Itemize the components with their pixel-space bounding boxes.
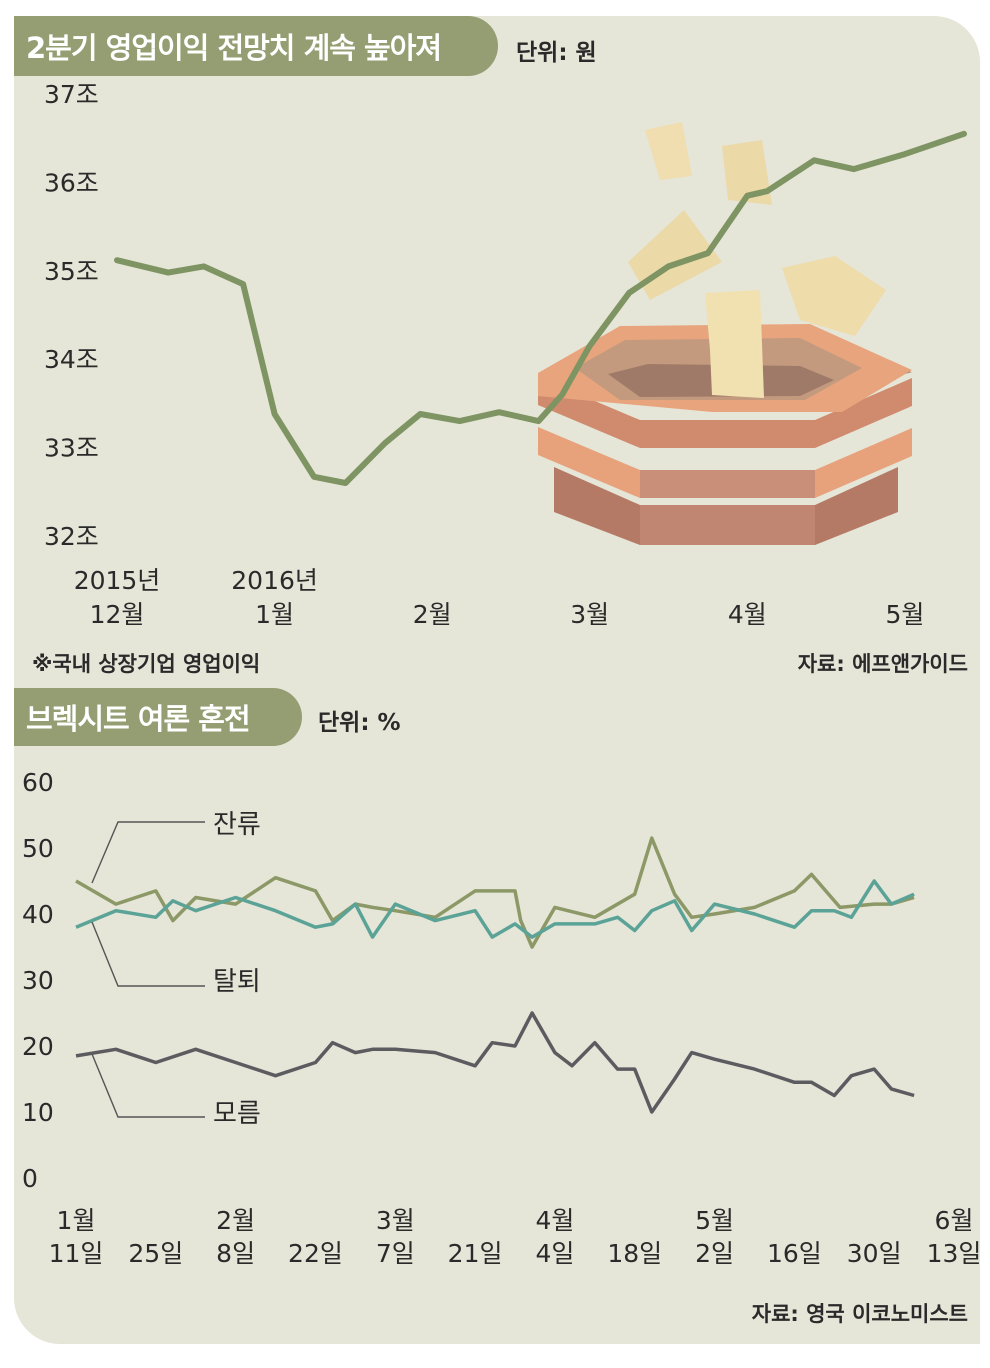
x-tick-label-month: 2월: [216, 1206, 255, 1235]
x-tick-label: 2월: [413, 600, 452, 629]
y-tick-label: 30: [22, 966, 54, 995]
x-tick-label-month: 4월: [535, 1206, 574, 1235]
y-tick-label: 0: [22, 1164, 38, 1193]
top-source: 자료: 에프앤가이드: [797, 652, 968, 676]
x-tick-label: 4일: [535, 1239, 574, 1268]
x-tick-label-year: 2015년: [74, 566, 161, 595]
series-label: 모름: [213, 1099, 261, 1129]
x-tick-label: 5월: [885, 600, 924, 629]
y-tick-label: 36조: [44, 168, 99, 197]
series-label: 탈퇴: [213, 967, 261, 997]
top-chart-title-text: 2분기 영업이익 전망치 계속 높아져: [26, 31, 442, 65]
series-leader-line: [91, 821, 205, 884]
x-tick-label: 30일: [847, 1239, 902, 1268]
y-tick-label: 60: [22, 768, 54, 797]
x-tick-label: 18일: [607, 1239, 662, 1268]
x-tick-label: 7일: [376, 1239, 415, 1268]
y-tick-label: 32조: [44, 522, 99, 551]
top-unit-label: 단위: 원: [516, 40, 597, 66]
x-tick-label: 1월: [255, 600, 294, 629]
x-tick-label: 3월: [570, 600, 609, 629]
y-tick-label: 37조: [44, 80, 99, 109]
x-tick-label-month: 3월: [376, 1206, 415, 1235]
bottom-chart-title: 브렉시트 여론 혼전: [14, 688, 302, 746]
bottom-chart-title-text: 브렉시트 여론 혼전: [26, 702, 251, 736]
remain-line: [75, 836, 915, 949]
y-tick-label: 34조: [44, 345, 99, 374]
x-tick-label-month: 6월: [935, 1206, 974, 1235]
x-tick-label: 13일: [927, 1239, 982, 1268]
x-tick-label: 21일: [448, 1239, 503, 1268]
y-tick-label: 20: [22, 1032, 54, 1061]
x-tick-label: 8일: [216, 1239, 255, 1268]
series-leader-line: [91, 921, 205, 987]
x-tick-label: 25일: [128, 1239, 183, 1268]
series-leader-line: [91, 1053, 205, 1118]
bottom-chart: 0 10 20 30 40 50 60 1월 11일 25일 2월 8일 22일 3월 7일 21일 4월 4일 1…: [22, 768, 981, 1268]
x-tick-label: 12월: [90, 600, 145, 629]
chart-panel: [14, 16, 980, 1344]
top-chart: 32조 33조 34조 35조 36조 37조 2015년 12월 2016년 1월 2월 3월 4월 5…: [44, 80, 967, 629]
x-tick-label-month: 5월: [695, 1206, 734, 1235]
leave-line: [75, 879, 915, 939]
y-tick-label: 40: [22, 900, 54, 929]
y-tick-label: 10: [22, 1098, 54, 1127]
x-tick-label-month: 1월: [57, 1206, 96, 1235]
x-tick-label: 16일: [767, 1239, 822, 1268]
x-tick-label: 4월: [728, 600, 767, 629]
x-tick-label: 2일: [695, 1239, 734, 1268]
y-tick-label: 33조: [44, 434, 99, 463]
bottom-unit-label: 단위: %: [318, 710, 401, 736]
y-tick-label: 50: [22, 834, 54, 863]
y-tick-label: 35조: [44, 257, 99, 286]
undecided-line: [75, 1011, 915, 1114]
x-tick-label: 11일: [49, 1239, 104, 1268]
top-footnote: ※국내 상장기업 영업이익: [32, 652, 261, 676]
series-label: 잔류: [213, 810, 261, 840]
bottom-source: 자료: 영국 이코노미스트: [751, 1302, 968, 1326]
operating-profit-line: [114, 130, 967, 486]
box-illustration: [538, 122, 912, 545]
top-chart-title: 2분기 영업이익 전망치 계속 높아져: [14, 16, 498, 76]
x-tick-label-year: 2016년: [231, 566, 318, 595]
x-tick-label: 22일: [288, 1239, 343, 1268]
